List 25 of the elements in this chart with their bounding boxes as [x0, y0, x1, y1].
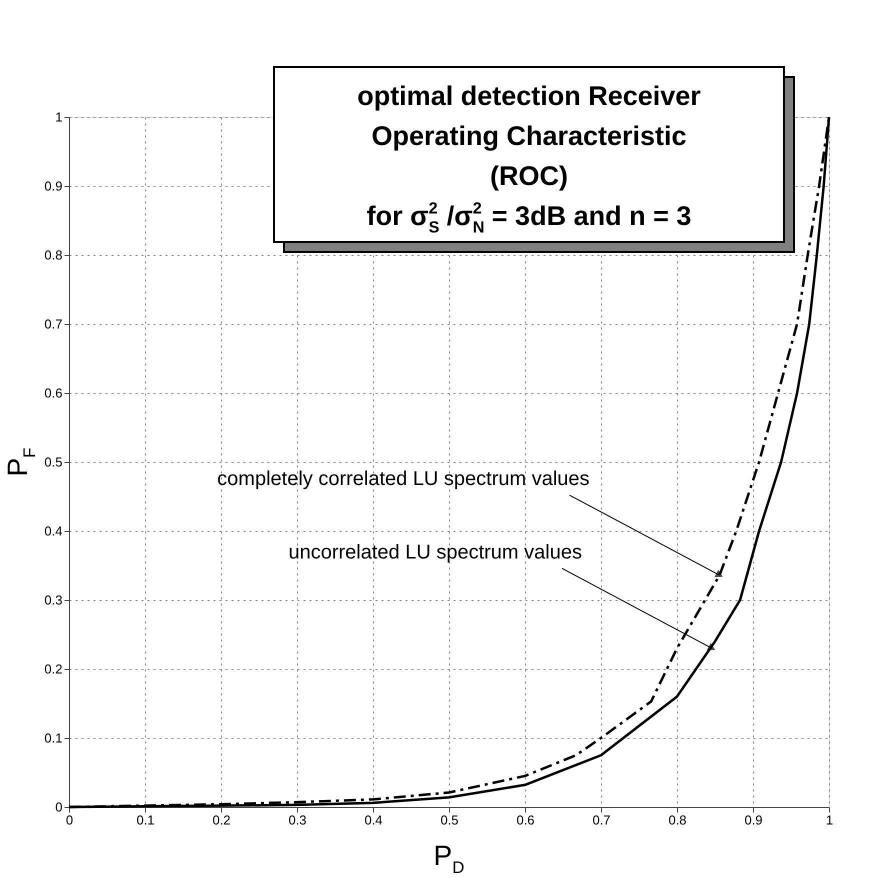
y-tick-label: 0.4 — [44, 524, 62, 538]
x-tick-label: 0.3 — [288, 812, 307, 828]
x-tick-label: 0.6 — [516, 812, 535, 828]
x-tick-label: 0 — [66, 812, 74, 828]
x-tick-label: 0.2 — [212, 812, 231, 828]
y-tick-label: 0.9 — [44, 178, 62, 194]
x-tick-label: 0.7 — [592, 812, 611, 828]
y-tick-label: 1 — [55, 110, 62, 124]
y-tick-label: 0.1 — [44, 730, 62, 746]
annotation: completely correlated LU spectrum values — [217, 468, 590, 490]
x-tick-label: 0.1 — [136, 812, 155, 828]
y-tick-label: 0.6 — [44, 386, 62, 400]
y-tick-label: 0.2 — [44, 662, 62, 676]
x-tick-label: 0.5 — [440, 812, 459, 828]
y-tick-label: 0.3 — [44, 592, 62, 608]
x-tick-label: 0.9 — [744, 812, 763, 828]
y-tick-label: 0 — [55, 800, 62, 814]
annotation: uncorrelated LU spectrum values — [288, 541, 582, 564]
y-tick-label: 0.8 — [44, 248, 62, 262]
x-tick-label: 0.4 — [364, 812, 383, 828]
y-tick-label: 0.7 — [44, 316, 62, 332]
x-tick-label: 0.8 — [668, 812, 687, 828]
x-tick-label: 1 — [826, 812, 834, 828]
y-axis-title: PF — [2, 448, 39, 477]
y-tick-label: 0.5 — [44, 454, 62, 470]
